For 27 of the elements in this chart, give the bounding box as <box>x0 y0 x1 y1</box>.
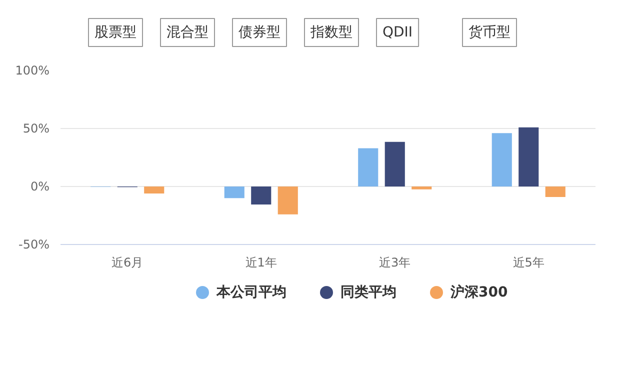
x-tick-label: 近3年 <box>379 256 411 270</box>
bar <box>384 142 405 186</box>
text: 债券型 <box>238 24 280 40</box>
y-tick-label: 50% <box>22 122 50 136</box>
bar <box>412 186 432 190</box>
bar <box>358 148 378 186</box>
x-tick-label: 近5年 <box>512 256 544 270</box>
y-tick-label: 100% <box>15 64 50 78</box>
text: QDII <box>382 24 413 40</box>
bar <box>545 186 566 197</box>
y-tick-label: 0% <box>30 180 50 194</box>
text: 货币型 <box>468 24 510 40</box>
legend-label: 本公司平均 <box>216 284 286 300</box>
x-tick-label: 近6月 <box>112 256 144 270</box>
bar <box>251 186 272 204</box>
legend-label: 沪深300 <box>450 284 508 300</box>
text: 指数型 <box>310 24 352 40</box>
bar <box>278 186 298 214</box>
bar <box>492 133 512 186</box>
text: 股票型 <box>94 24 136 40</box>
legend-label: 同类平均 <box>340 284 396 300</box>
bar <box>144 186 164 194</box>
bar <box>518 127 539 186</box>
text: 混合型 <box>166 24 208 40</box>
x-tick-label: 近1年 <box>245 256 277 270</box>
bar <box>224 186 244 198</box>
y-tick-label: -50% <box>18 238 50 252</box>
